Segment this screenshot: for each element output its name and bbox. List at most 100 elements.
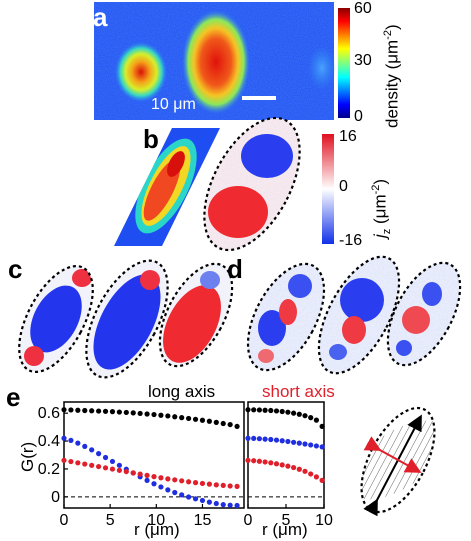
point-0-2-7 [109,466,116,472]
panel-label-b: b [143,124,159,154]
short-axis-title: short axis [262,382,335,401]
point-1-2-2 [256,458,262,464]
point-1-2-0 [245,457,251,463]
point-0-1-18 [186,494,192,500]
point-1-1-2 [256,436,262,442]
point-0-2-11 [137,471,143,477]
panel-label-a: a [93,2,108,32]
point-0-1-3 [82,443,88,449]
point-1-1-12 [313,443,319,449]
point-0-2-24 [227,483,233,489]
point-1-0-10 [302,413,308,419]
point-0-1-6 [102,454,109,461]
colorbar-a-tick-mid: 30 [354,52,372,69]
point-1-0-2 [256,407,262,413]
point-0-1-1 [68,437,74,443]
point-0-1-15 [165,487,171,493]
jz-simulation-c [4,252,240,382]
point-1-2-12 [313,474,319,480]
jz-colorbar [322,134,334,244]
ellipse-schematic [360,406,436,517]
jz-experiment-d [232,252,471,382]
point-0-2-25 [234,483,240,489]
point-0-0-11 [137,410,143,417]
point-0-0-15 [165,413,171,419]
colorbar-b-label: jz (μm-2) [370,178,394,238]
xtick-label-1-1: 5 [282,512,291,529]
point-0-0-23 [220,420,226,427]
point-0-1-13 [151,481,157,487]
point-0-2-8 [116,467,122,473]
scale-bar [242,96,276,100]
colorbar-a-tick-max: 60 [354,0,372,17]
point-0-1-22 [213,500,219,507]
point-1-2-8 [291,464,297,471]
point-0-2-3 [82,461,88,467]
point-1-1-11 [308,442,314,448]
point-1-2-13 [319,477,325,483]
point-0-0-25 [234,423,240,430]
point-0-2-4 [89,462,95,468]
point-1-1-8 [291,439,297,445]
point-1-0-3 [262,407,268,413]
point-0-0-13 [151,411,157,418]
point-0-2-23 [220,482,226,489]
point-1-2-3 [262,459,268,465]
point-0-0-7 [109,409,116,415]
point-1-2-10 [302,468,308,474]
colorbar-a-label: density (μm-2) [382,24,402,128]
colorbar-a-tick-min: 0 [354,108,363,125]
panel-label-e: e [6,382,21,412]
point-0-2-0 [61,457,67,463]
point-0-0-0 [61,407,67,413]
density-colorbar [338,8,350,118]
point-0-2-20 [199,480,206,487]
point-0-0-17 [179,415,185,421]
point-1-0-4 [268,407,274,414]
point-0-2-9 [123,468,129,475]
point-0-2-12 [144,472,150,478]
point-1-2-9 [296,466,302,472]
point-1-1-10 [302,441,308,447]
point-0-0-9 [123,409,129,416]
point-0-2-14 [158,475,164,481]
colorbar-b-tick-max: 16 [339,128,357,145]
point-0-0-18 [186,415,192,422]
point-1-2-5 [273,461,280,467]
panel-label-c: c [8,254,23,284]
plot-frame-0 [63,401,245,509]
point-1-0-12 [313,417,319,423]
ytick-label-0-2: 0.4 [38,433,60,450]
xtick-label-1-0: 0 [244,512,253,529]
point-0-2-1 [68,458,74,465]
point-1-1-9 [296,440,302,446]
point-0-1-14 [158,484,164,490]
point-0-2-15 [165,476,171,482]
point-1-2-6 [279,462,285,468]
density-rotated-image [114,106,312,266]
short-axis-xlabel: r (μm) [262,520,308,539]
long-axis-title: long axis [148,382,216,401]
point-1-1-5 [273,437,280,443]
point-0-2-19 [192,480,199,486]
point-0-2-17 [179,478,185,484]
point-0-0-14 [158,412,164,418]
point-0-0-10 [130,410,136,416]
point-0-0-22 [213,419,219,425]
point-0-2-18 [186,479,192,485]
point-1-0-0 [245,407,251,413]
point-0-1-4 [89,447,95,453]
point-0-1-8 [116,462,122,468]
point-1-0-1 [251,407,257,413]
ytick-label-0-1: 0.2 [38,461,60,478]
point-0-0-4 [89,408,95,414]
density-image [94,2,336,120]
xtick-label-1-2: 10 [315,512,333,529]
point-1-2-1 [251,458,257,464]
point-1-0-13 [319,423,325,430]
point-0-2-16 [172,477,178,483]
long-axis-xlabel: r (μm) [134,520,180,539]
point-1-1-6 [279,438,285,444]
point-0-0-6 [102,408,109,414]
point-0-1-17 [179,492,185,498]
